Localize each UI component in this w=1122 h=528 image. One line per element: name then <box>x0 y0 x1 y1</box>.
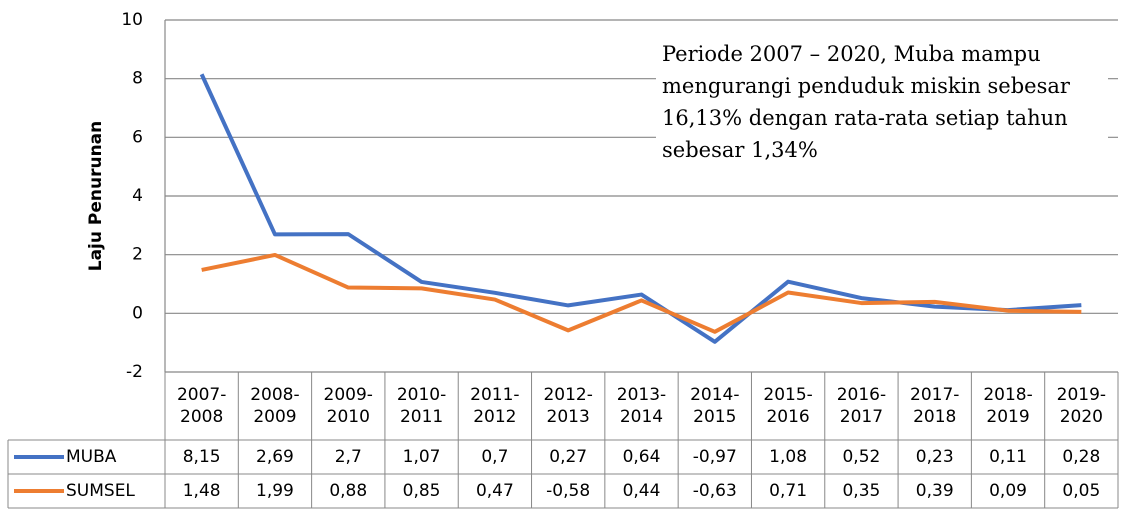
value-label: 0,05 <box>1062 481 1101 501</box>
y-tick-label: 0 <box>132 303 143 323</box>
value-label: 0,11 <box>989 447 1027 467</box>
value-label: 0,52 <box>842 447 881 467</box>
value-label: 1,48 <box>182 481 221 501</box>
value-label: -0,63 <box>692 481 737 501</box>
x-tick-label: 2011-2012 <box>470 385 520 427</box>
y-tick-label: 8 <box>132 69 143 89</box>
value-label: 1,08 <box>769 447 808 467</box>
y-tick-label: 6 <box>132 127 143 147</box>
value-label: 0,88 <box>329 481 368 501</box>
value-label: 0,44 <box>622 481 661 501</box>
value-label: 0,09 <box>989 481 1027 501</box>
value-label: -0,97 <box>692 447 737 467</box>
x-tick-label: 2015-2016 <box>763 385 813 427</box>
value-label: 0,23 <box>915 447 954 467</box>
y-tick-label: 4 <box>132 186 143 206</box>
value-label: 0,7 <box>481 447 509 467</box>
x-tick-label: 2009-2010 <box>323 385 373 427</box>
y-axis-label: Laju Penurunan <box>86 121 106 272</box>
x-tick-label: 2019-2020 <box>1056 385 1107 427</box>
value-label: 1,99 <box>256 481 294 501</box>
y-tick-label: -2 <box>126 362 143 382</box>
x-tick-label: 2014-2015 <box>690 385 740 427</box>
line-series <box>201 252 1082 334</box>
value-label: 0,47 <box>475 481 514 501</box>
x-tick-label: 2012-2013 <box>543 385 593 427</box>
value-label: 0,35 <box>842 481 881 501</box>
value-label: 0,85 <box>402 481 441 501</box>
y-tick-label: 10 <box>121 10 143 30</box>
x-tick-label: 2017-2018 <box>910 385 960 427</box>
legend-label: SUMSEL <box>66 481 135 501</box>
value-label: 0,27 <box>549 447 588 467</box>
legend-label: MUBA <box>66 447 117 467</box>
value-label: 2,7 <box>334 447 362 467</box>
x-tick-label: 2008-2009 <box>250 385 300 427</box>
x-tick-label: 2016-2017 <box>836 385 887 427</box>
value-label: 2,69 <box>256 447 294 467</box>
value-label: 0,39 <box>915 481 954 501</box>
line-series <box>199 73 1082 344</box>
value-label: -0,58 <box>546 481 591 501</box>
x-tick-label: 2018-2019 <box>983 385 1033 427</box>
y-tick-label: 2 <box>132 245 143 265</box>
value-label: 1,07 <box>402 447 441 467</box>
value-label: 8,15 <box>182 447 221 467</box>
value-label: 0,71 <box>769 481 808 501</box>
x-tick-label: 2010-2011 <box>396 385 447 427</box>
x-tick-label: 2007-2008 <box>176 385 227 427</box>
value-label: 0,28 <box>1062 447 1101 467</box>
x-tick-label: 2013-2014 <box>616 385 667 427</box>
annotation: Periode 2007 – 2020, Muba mampu menguran… <box>656 38 1108 166</box>
value-label: 0,64 <box>622 447 661 467</box>
